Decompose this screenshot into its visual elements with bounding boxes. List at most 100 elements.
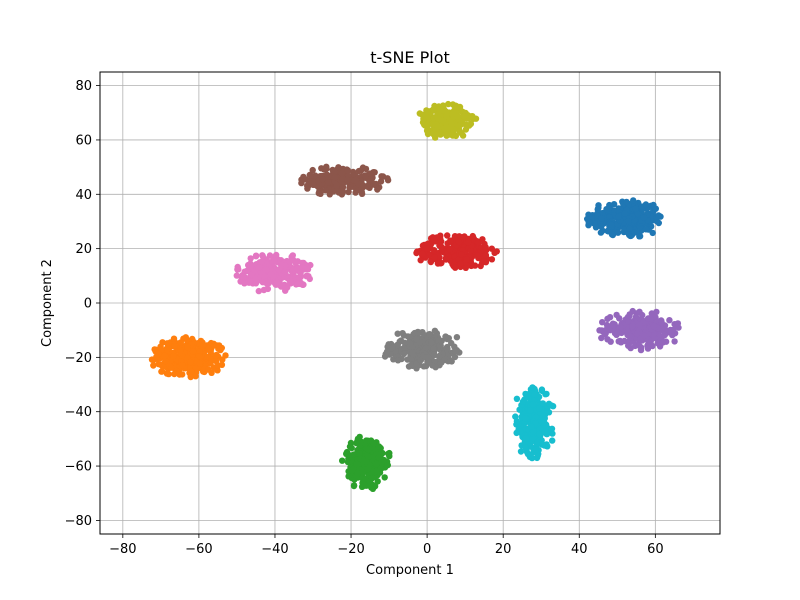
scatter-point bbox=[354, 470, 362, 477]
scatter-point bbox=[315, 190, 322, 197]
y-tick-label: −80 bbox=[65, 514, 92, 529]
scatter-point bbox=[435, 353, 443, 360]
x-tick-label: −20 bbox=[337, 542, 364, 557]
scatter-point bbox=[641, 332, 648, 339]
scatter-point bbox=[150, 362, 157, 369]
y-tick-label: −60 bbox=[65, 460, 92, 475]
scatter-point bbox=[460, 113, 468, 120]
scatter-point bbox=[430, 345, 437, 352]
scatter-point bbox=[659, 339, 666, 346]
scatter-point bbox=[532, 446, 539, 453]
scatter-point bbox=[661, 331, 668, 339]
scatter-point bbox=[457, 121, 464, 129]
scatter-point bbox=[442, 130, 449, 138]
scatter-point bbox=[377, 465, 385, 472]
scatter-point bbox=[632, 205, 639, 213]
scatter-point bbox=[205, 345, 213, 352]
x-tick-label: 40 bbox=[571, 542, 588, 557]
x-tick-label: 20 bbox=[495, 542, 512, 557]
scatter-point bbox=[606, 326, 613, 333]
scatter-point bbox=[541, 442, 548, 449]
scatter-point bbox=[409, 349, 416, 356]
scatter-point bbox=[247, 262, 255, 270]
scatter-point bbox=[463, 256, 470, 263]
scatter-point bbox=[424, 354, 432, 361]
y-tick-label: −20 bbox=[65, 351, 92, 366]
scatter-point bbox=[482, 252, 490, 259]
scatter-point bbox=[356, 450, 363, 457]
scatter-point bbox=[261, 273, 268, 280]
scatter-point bbox=[471, 262, 479, 269]
scatter-point bbox=[548, 425, 556, 432]
scatter-point bbox=[192, 373, 199, 380]
scatter-point bbox=[444, 232, 451, 239]
scatter-point bbox=[310, 181, 317, 188]
scatter-point bbox=[384, 461, 391, 469]
scatter-point bbox=[252, 253, 260, 260]
scatter-point bbox=[448, 121, 455, 128]
scatter-point bbox=[653, 308, 660, 316]
scatter-point bbox=[598, 215, 605, 222]
y-tick-label: 40 bbox=[75, 188, 92, 203]
scatter-point bbox=[452, 264, 459, 271]
scatter-point bbox=[599, 319, 606, 326]
scatter-point bbox=[480, 258, 487, 265]
scatter-point bbox=[377, 178, 385, 185]
scatter-point bbox=[458, 130, 465, 137]
scatter-point bbox=[458, 251, 465, 258]
scatter-point bbox=[383, 348, 391, 355]
scatter-point bbox=[474, 252, 481, 259]
scatter-point bbox=[179, 362, 186, 369]
scatter-point bbox=[517, 448, 525, 455]
scatter-point bbox=[338, 170, 346, 177]
scatter-point bbox=[437, 107, 444, 115]
scatter-point bbox=[212, 352, 219, 359]
scatter-point bbox=[413, 361, 420, 368]
scatter-point bbox=[454, 103, 462, 111]
scatter-point bbox=[171, 370, 178, 378]
scatter-point bbox=[542, 391, 549, 398]
scatter-point bbox=[630, 197, 637, 204]
scatter-point bbox=[286, 258, 293, 265]
scatter-point bbox=[585, 218, 593, 226]
scatter-point bbox=[652, 205, 659, 212]
scatter-point bbox=[339, 457, 346, 464]
scatter-point bbox=[467, 120, 475, 128]
scatter-point bbox=[536, 430, 543, 438]
scatter-point bbox=[426, 331, 433, 338]
scatter-point bbox=[394, 330, 401, 337]
scatter-point bbox=[189, 348, 197, 355]
scatter-point bbox=[294, 280, 302, 287]
scatter-points bbox=[148, 100, 682, 492]
scatter-point bbox=[604, 315, 611, 322]
scatter-point bbox=[240, 273, 247, 280]
scatter-point bbox=[642, 226, 650, 233]
scatter-point bbox=[385, 450, 392, 457]
scatter-point bbox=[217, 346, 224, 354]
scatter-point bbox=[167, 364, 175, 371]
x-axis-title: Component 1 bbox=[366, 563, 454, 578]
scatter-point bbox=[204, 353, 211, 361]
scatter-point bbox=[279, 282, 286, 289]
scatter-point bbox=[323, 163, 330, 170]
scatter-point bbox=[177, 346, 184, 354]
scatter-point bbox=[513, 418, 521, 425]
scatter-point bbox=[234, 266, 241, 273]
scatter-point bbox=[244, 267, 251, 274]
y-tick-label: 80 bbox=[75, 79, 92, 94]
scatter-point bbox=[430, 105, 437, 113]
scatter-point bbox=[442, 256, 450, 263]
scatter-point bbox=[451, 353, 459, 361]
scatter-point bbox=[540, 419, 548, 426]
scatter-point bbox=[411, 329, 418, 337]
scatter-point bbox=[394, 357, 402, 364]
scatter-point bbox=[170, 335, 178, 342]
scatter-point bbox=[303, 264, 311, 272]
scatter-point bbox=[343, 448, 351, 456]
scatter-point bbox=[614, 229, 622, 236]
scatter-point bbox=[165, 370, 172, 378]
scatter-point bbox=[187, 358, 194, 366]
scatter-point bbox=[375, 443, 383, 450]
scatter-point bbox=[513, 395, 521, 402]
scatter-point bbox=[598, 210, 606, 217]
